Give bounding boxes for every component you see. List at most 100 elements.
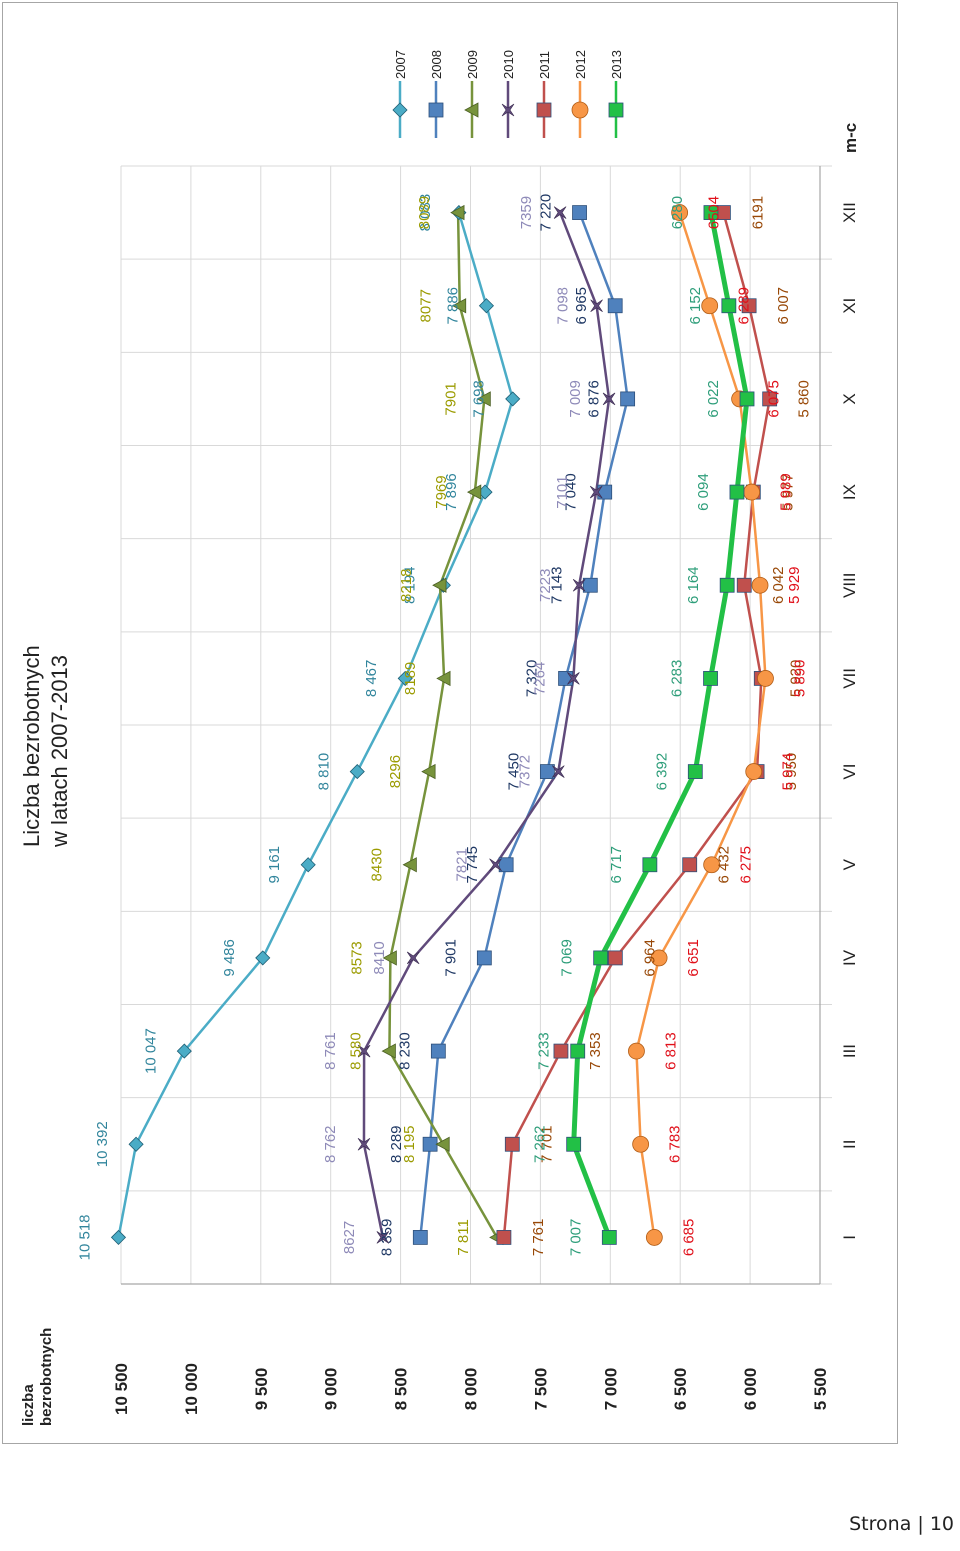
marker-2012-IX xyxy=(743,483,761,501)
marker-2011-XI xyxy=(741,298,757,314)
marker-2010-III xyxy=(357,1044,371,1058)
data-label-2012-II: 6 783 xyxy=(667,1125,684,1163)
data-label-2011-XI: 6 007 xyxy=(775,287,792,325)
chart-title-line1: Liczba bezrobotnych xyxy=(19,645,44,847)
marker-2012-XII xyxy=(671,204,689,221)
y-axis-title-line2: bezrobotnych xyxy=(38,1328,55,1426)
data-label-2012-III: 6 813 xyxy=(662,1032,679,1070)
data-label-2011-X: 5 860 xyxy=(796,380,813,418)
x-axis-title: m-c xyxy=(841,123,860,153)
data-label-2011-VI: 5 950 xyxy=(783,753,800,791)
legend-label-2008: 2008 xyxy=(429,50,444,79)
marker-2009-XI xyxy=(451,298,467,314)
marker-2012-V xyxy=(703,856,721,874)
series-lines xyxy=(117,212,771,1239)
y-tick-label: 9 000 xyxy=(322,1368,341,1411)
marker-2011-V xyxy=(682,857,698,873)
legend-marker-2007 xyxy=(392,102,408,118)
marker-2011-VIII xyxy=(736,577,752,593)
marker-2008-II xyxy=(422,1136,438,1152)
data-label-2013-XI: 6 152 xyxy=(687,287,704,325)
x-tick-label: IV xyxy=(840,949,859,966)
data-label-2008-XI: 6 965 xyxy=(573,287,590,325)
data-label-2012-VIII: 5 929 xyxy=(786,566,803,604)
x-tick-label: XI xyxy=(840,298,859,314)
marker-2009-IV xyxy=(382,950,397,966)
data-label-2013-I: 7 007 xyxy=(567,1219,584,1257)
legend-label-2012: 2012 xyxy=(573,50,588,79)
data-label-2011-III: 7 353 xyxy=(587,1032,604,1070)
data-label-2009-I: 7 811 xyxy=(455,1219,472,1255)
marker-2013-I xyxy=(601,1230,617,1245)
data-label-2013-XII: 6280 xyxy=(669,196,686,229)
data-label-2011-VIII: 6 042 xyxy=(770,566,787,604)
marker-2011-II xyxy=(504,1136,520,1152)
series-line-2007 xyxy=(117,212,514,1238)
marker-2010-VIII xyxy=(572,579,586,592)
marker-2010-XI xyxy=(590,299,603,312)
page-number: Strona | 10 xyxy=(849,1513,954,1535)
marker-2007-IV xyxy=(255,950,271,966)
y-axis: 10 500 10 000 9 500 9 000 8 500 8 000 7 500 7 0… xyxy=(112,1283,830,1415)
marker-2012-IV xyxy=(650,949,668,967)
data-label-2008-VI: 7 450 xyxy=(505,753,522,791)
marker-2013-V xyxy=(642,857,658,873)
data-label-2008-III: 8 230 xyxy=(396,1032,413,1070)
marker-2008-VII xyxy=(558,671,573,686)
legend-marker-2009 xyxy=(464,102,479,118)
data-label-2012-XII: 6504 xyxy=(706,196,723,229)
data-label-2007-VIII: 8 194 xyxy=(401,566,418,604)
marker-2010-XII xyxy=(553,206,567,219)
marker-2008-VIII xyxy=(582,577,598,593)
data-label-2012-I: 6 685 xyxy=(680,1219,697,1257)
y-tick-label: 5 500 xyxy=(811,1368,830,1411)
data-label-2009-III: 8 580 xyxy=(347,1032,364,1070)
data-label-2007-V: 9 161 xyxy=(266,846,283,884)
legend-marker-2012 xyxy=(571,101,589,119)
chart-frame: 10 500 10 000 9 500 9 000 8 500 8 000 7 500 7 0… xyxy=(2,2,898,1444)
marker-2011-III xyxy=(553,1043,569,1059)
data-label-2010-IX: 7101 xyxy=(554,475,571,508)
marker-2009-VI xyxy=(421,763,436,780)
x-tick-label: XII xyxy=(840,202,859,223)
y-tick-label: 10 000 xyxy=(182,1363,201,1415)
x-tick-label: V xyxy=(840,858,859,870)
series-line-2013 xyxy=(571,212,750,1239)
data-label-2007-I: 10 518 xyxy=(76,1214,93,1260)
marker-2011-I xyxy=(496,1230,512,1245)
data-label-2008-X: 6 876 xyxy=(586,380,603,418)
marker-2010-IV xyxy=(406,951,420,965)
marker-2008-IV xyxy=(476,950,492,966)
marker-2012-VI xyxy=(745,763,763,780)
data-label-2007-IV: 9 486 xyxy=(221,939,238,977)
chart-title: Liczba bezrobotnych w latach 2007-2013 xyxy=(19,645,72,848)
marker-2009-XII xyxy=(450,204,465,221)
data-label-2013-VI: 6 392 xyxy=(653,753,670,791)
data-label-2011-V: 6 432 xyxy=(716,846,733,884)
legend-label-2007: 2007 xyxy=(393,50,408,79)
marker-2008-X xyxy=(620,391,636,407)
marker-2008-XI xyxy=(607,298,623,314)
data-label-2010-XI: 7 098 xyxy=(555,287,572,325)
marker-2013-IV xyxy=(593,950,609,966)
marker-2010-X xyxy=(602,392,616,406)
marker-2009-VII xyxy=(436,670,451,687)
data-label-2009-V: 8430 xyxy=(368,848,385,881)
data-label-2008-IX: 7 040 xyxy=(563,473,580,511)
data-label-2011-IV: 6 964 xyxy=(641,939,658,977)
y-tick-label: 9 500 xyxy=(252,1368,271,1411)
data-label-2009-XII: 8089 xyxy=(416,196,433,229)
data-label-2008-VIII: 7 143 xyxy=(548,566,565,604)
marker-2007-V xyxy=(300,857,316,873)
marker-2012-II xyxy=(632,1135,650,1153)
marker-2009-V xyxy=(402,857,417,873)
series-line-2009 xyxy=(388,212,499,1239)
data-label-2008-V: 7 745 xyxy=(464,846,481,884)
data-label-2011-IX: 5 977 xyxy=(779,473,796,511)
legend-label-2009: 2009 xyxy=(465,50,480,79)
data-label-2008-VII: 7 320 xyxy=(524,660,541,698)
x-tick-label: VI xyxy=(840,764,859,780)
data-label-2013-X: 6 022 xyxy=(705,380,722,418)
data-label-2013-V: 6 717 xyxy=(608,846,625,884)
